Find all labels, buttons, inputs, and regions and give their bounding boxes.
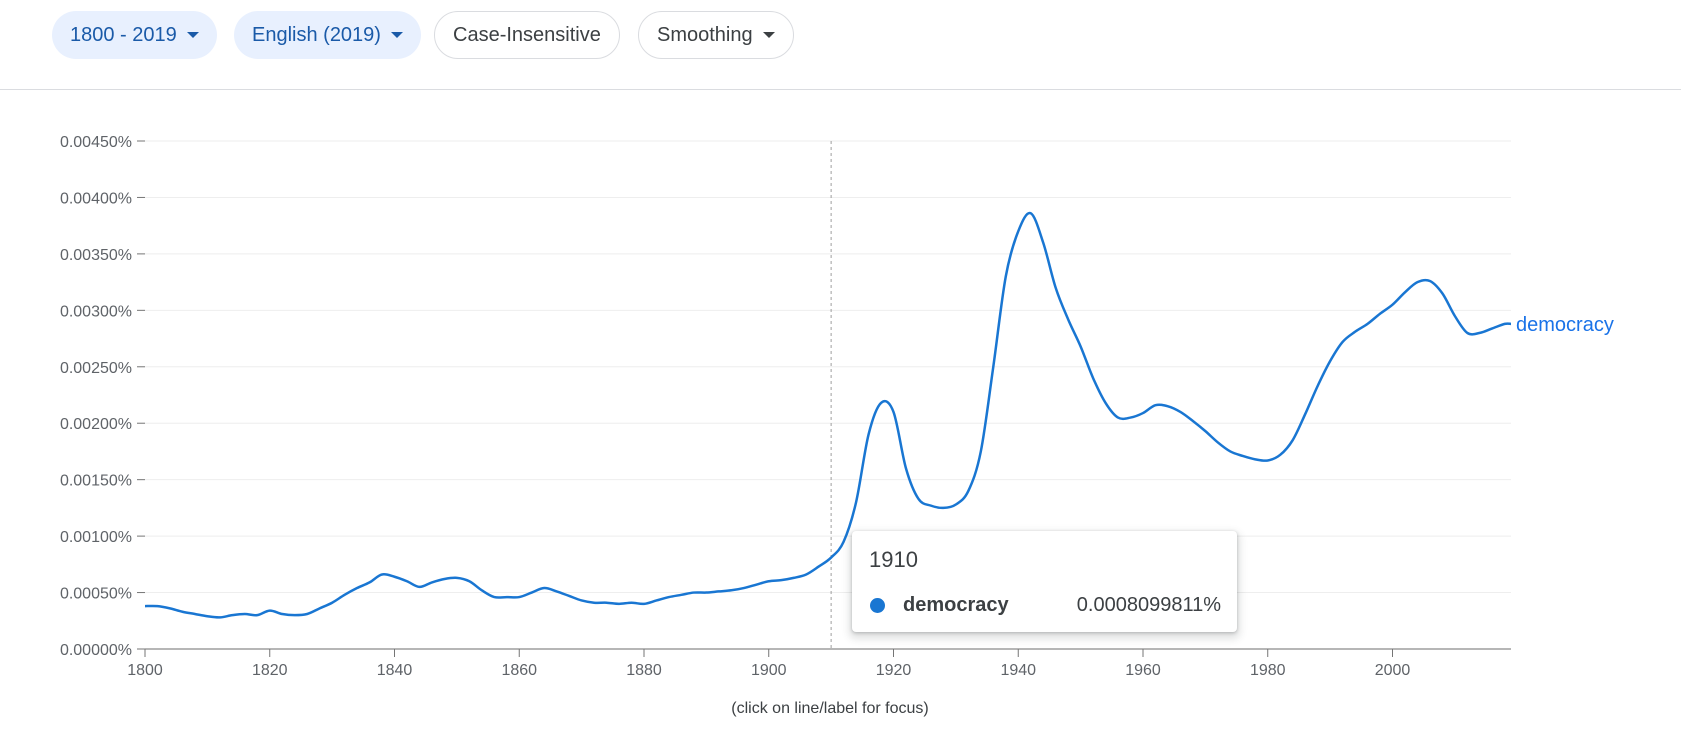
smoothing-label: Smoothing (657, 23, 753, 46)
y-tick-label: 0.00200% (60, 416, 132, 433)
case-label: Case-Insensitive (453, 23, 601, 46)
x-tick-label: 1980 (1250, 662, 1286, 679)
corpus-dropdown[interactable]: English (2019) (234, 11, 421, 59)
case-insensitive-toggle[interactable]: Case-Insensitive (434, 11, 620, 59)
tooltip-year: 1910 (869, 547, 918, 572)
x-tick-label: 1800 (127, 662, 163, 679)
x-tick-label: 1900 (751, 662, 787, 679)
chevron-down-icon (762, 32, 775, 38)
y-tick-label: 0.00100% (60, 529, 132, 546)
x-tick-label: 1860 (501, 662, 537, 679)
series-line-democracy[interactable] (144, 211, 1512, 619)
x-tick-label: 1880 (626, 662, 662, 679)
x-tick-label: 1820 (252, 662, 288, 679)
y-tick-label: 0.00050% (60, 586, 132, 603)
toolbar: 1800 - 2019 English (2019) Case-Insensit… (0, 0, 1681, 90)
chevron-down-icon (186, 32, 199, 38)
y-tick-label: 0.00450% (60, 134, 132, 151)
series-label-democracy[interactable]: democracy (1516, 314, 1614, 336)
y-axis: 0.00000% 0.00050% 0.00100% 0.00150% 0.00200%… (60, 134, 145, 659)
x-tick-label: 1840 (377, 662, 413, 679)
smoothing-dropdown[interactable]: Smoothing (638, 11, 794, 59)
tooltip-term: democracy (903, 594, 1009, 616)
y-tick-label: 0.00350% (60, 247, 132, 264)
year-range-label: 1800 - 2019 (70, 23, 177, 46)
y-tick-label: 0.00000% (60, 642, 132, 659)
year-range-dropdown[interactable]: 1800 - 2019 (52, 11, 217, 59)
tooltip-value: 0.0008099811% (1076, 594, 1221, 616)
corpus-label: English (2019) (252, 23, 381, 46)
y-tick-label: 0.00150% (60, 473, 132, 490)
grid-lines (145, 140, 1511, 594)
x-axis: 1800 1820 1840 1860 1880 1900 1920 1940 1960 1980… (127, 648, 1511, 679)
chevron-down-icon (390, 32, 403, 38)
x-tick-label: 2000 (1375, 662, 1411, 679)
series-group[interactable]: democracy (144, 211, 1614, 619)
tooltip: 1910 democracy 0.0008099811% (852, 531, 1237, 632)
focus-hint: (click on line/label for focus) (731, 700, 929, 717)
y-tick-label: 0.00400% (60, 190, 132, 207)
series-dot-icon (870, 598, 885, 613)
y-tick-label: 0.00300% (60, 303, 132, 320)
x-tick-label: 1960 (1125, 662, 1161, 679)
x-tick-label: 1940 (1000, 662, 1036, 679)
y-tick-label: 0.00250% (60, 360, 132, 377)
x-tick-label: 1920 (876, 662, 912, 679)
